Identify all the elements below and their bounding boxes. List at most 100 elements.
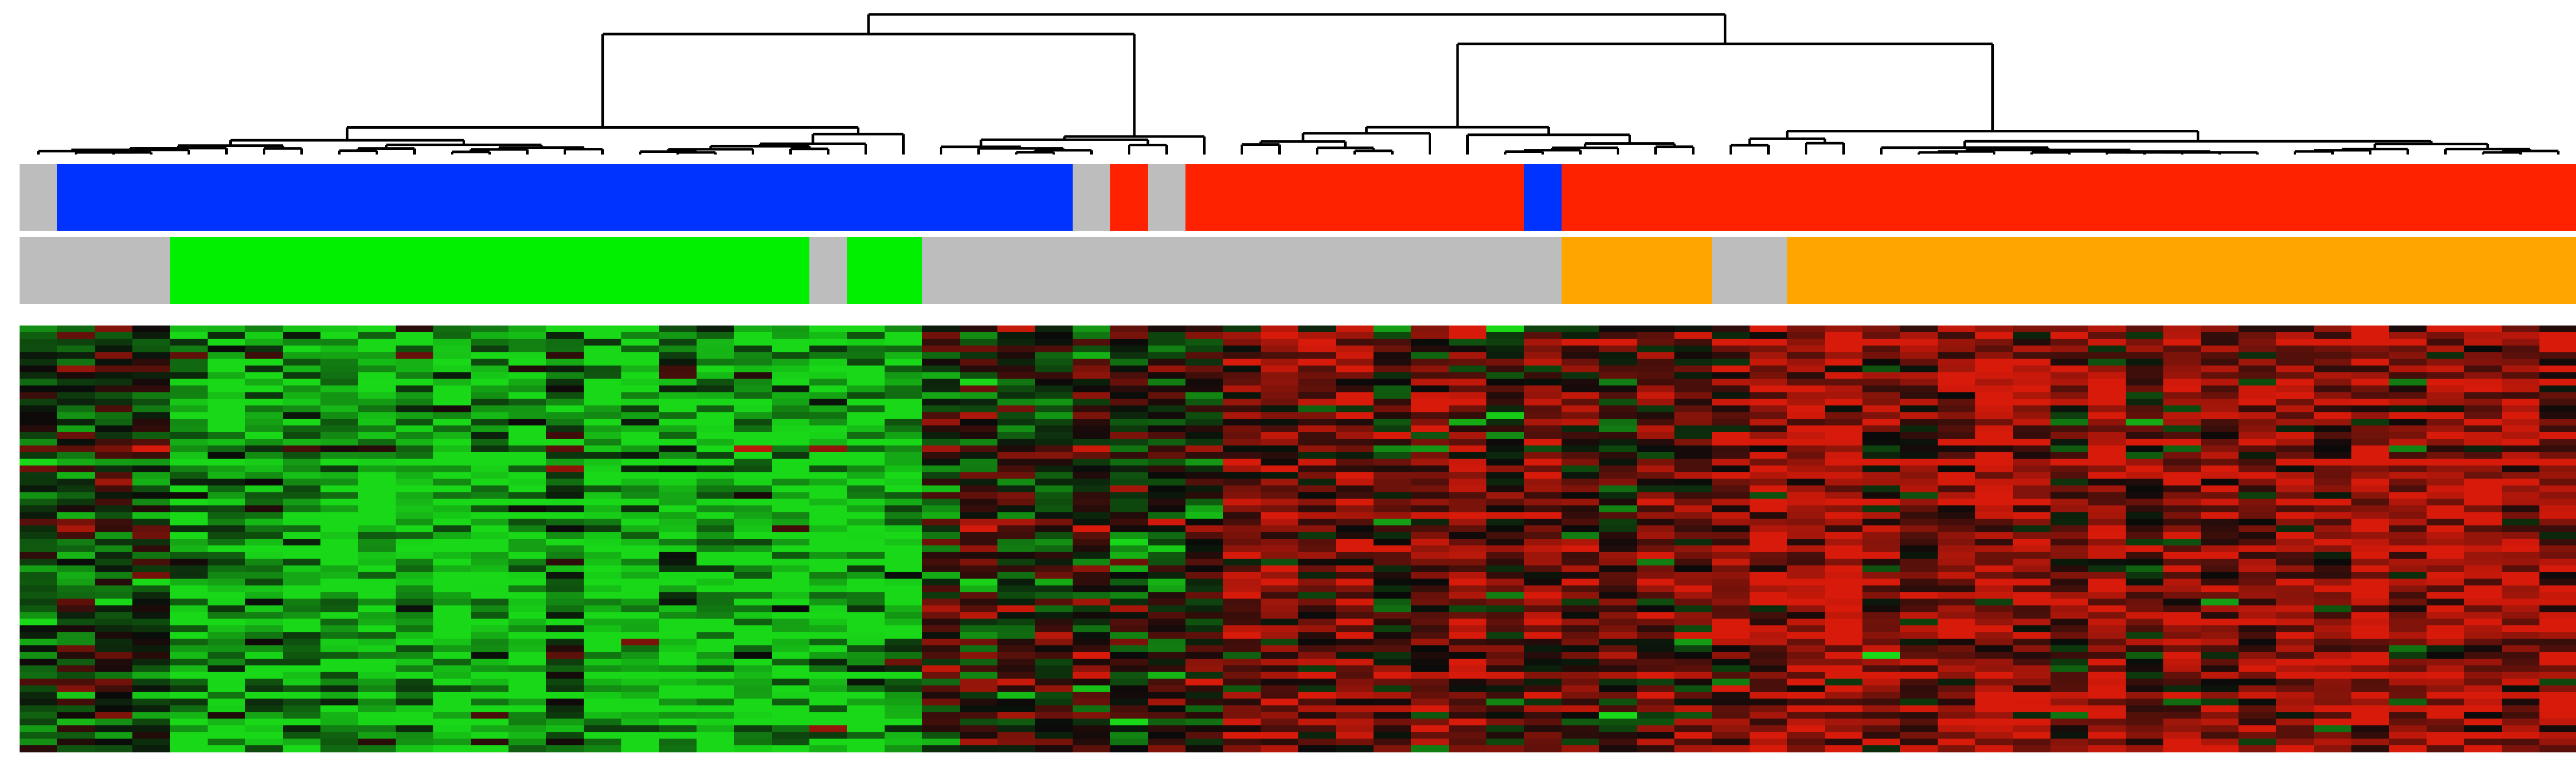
heatmap-cell [1787,345,1825,353]
heatmap-cell [1261,478,1299,486]
heatmap-cell [170,419,208,426]
heatmap-cell [584,619,622,626]
heatmap-cell [1298,565,1336,573]
heatmap-cell [1562,692,1600,699]
heatmap-cell [546,532,584,539]
heatmap-cell [208,492,246,499]
heatmap-cell [1862,612,1901,619]
heatmap-cell [320,665,359,673]
heatmap-cell [960,432,998,439]
heatmap-cell [1148,565,1186,573]
heatmap-cell [433,525,471,533]
heatmap-cell [2464,539,2502,546]
heatmap-cell [2239,725,2277,732]
heatmap-cell [1449,419,1487,426]
heatmap-cell [95,632,133,639]
heatmap-cell [471,745,509,752]
heatmap-cell [471,532,509,539]
heatmap-cell [396,532,434,539]
heatmap-cell [208,465,246,473]
heatmap-cell [2088,519,2126,526]
heatmap-cell [960,405,998,413]
heatmap-cell [1035,665,1073,673]
heatmap-cell [509,685,547,693]
heatmap-cell [1486,672,1524,679]
heatmap-cell [1411,425,1449,433]
heatmap-cell [433,458,471,466]
heatmap-cell [659,405,697,413]
heatmap-cell [1599,512,1637,519]
heatmap-cell [2389,725,2427,732]
heatmap-cell [2427,612,2465,619]
heatmap-cell [1073,472,1111,480]
heatmap-cell [132,472,171,480]
annotation-segment-blue [1524,164,1562,231]
heatmap-cell [697,745,735,752]
heatmap-cell [922,665,960,673]
heatmap-cell [1374,492,1412,499]
heatmap-cell [1787,692,1825,699]
heatmap-cell [2276,739,2314,746]
heatmap-cell [960,438,998,446]
heatmap-cell [1975,399,2013,406]
heatmap-cell [885,492,923,499]
heatmap-cell [471,565,509,573]
heatmap-cell [885,379,923,386]
heatmap-cell [2126,412,2164,419]
heatmap-cell [1374,552,1412,559]
heatmap-cell [997,512,1036,519]
heatmap-cell [1261,332,1299,339]
heatmap-cell [772,365,810,373]
heatmap-cell [245,658,283,666]
heatmap-cell [885,372,923,380]
heatmap-cell [2427,578,2465,586]
heatmap-cell [1261,419,1299,426]
heatmap-cell [2389,598,2427,606]
heatmap-cell [1261,445,1299,453]
heatmap-cell [1787,365,1825,373]
heatmap-cell [1524,678,1562,686]
heatmap-cell [2276,652,2314,659]
heatmap-cell [283,745,321,752]
heatmap-cell [2276,379,2314,386]
heatmap-cell [245,385,283,392]
heatmap-cell [2314,332,2352,339]
heatmap-cell [396,652,434,659]
heatmap-cell [1599,419,1637,426]
heatmap-cell [208,739,246,746]
heatmap-cell [809,419,848,426]
heatmap-cell [57,465,95,473]
heatmap-cell [320,552,359,559]
heatmap-cell [509,505,547,512]
heatmap-cell [772,585,810,593]
heatmap-cell [1562,552,1600,559]
heatmap-cell [320,492,359,499]
heatmap-cell [584,358,622,366]
heatmap-cell [2201,712,2239,719]
heatmap-cell [1825,352,1863,360]
heatmap-cell [997,345,1036,353]
heatmap-cell [1073,499,1111,506]
heatmap-cell [697,465,735,473]
heatmap-cell [847,338,885,346]
heatmap-cell [1486,399,1524,406]
heatmap-cell [208,592,246,600]
heatmap-cell [396,712,434,719]
heatmap-cell [1637,558,1675,566]
heatmap-cell [1524,512,1562,519]
heatmap-cell [1900,419,1938,426]
heatmap-cell [358,539,396,546]
heatmap-cell [2314,352,2352,360]
heatmap-cell [960,345,998,353]
heatmap-cell [584,338,622,346]
heatmap-cell [2539,472,2576,480]
heatmap-cell [885,725,923,732]
heatmap-cell [2276,399,2314,406]
heatmap-cell [1411,745,1449,752]
heatmap-cell [2126,399,2164,406]
heatmap-cell [20,545,58,553]
heatmap-cell [1975,452,2013,459]
heatmap-cell [960,352,998,360]
heatmap-cell [2539,432,2576,439]
heatmap-cell [1185,399,1224,406]
